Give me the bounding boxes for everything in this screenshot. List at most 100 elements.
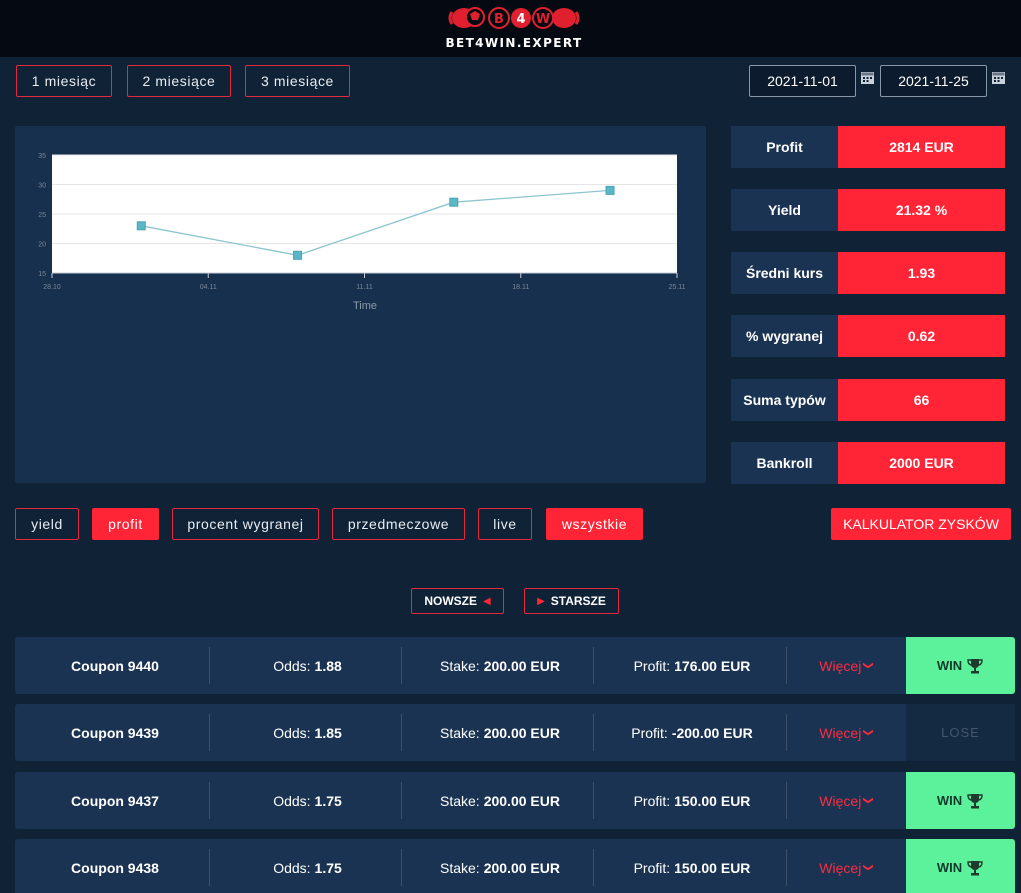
date-to-input[interactable]: 2021-11-25	[880, 65, 987, 97]
column-divider	[786, 782, 787, 819]
x-tick-label: 18.11	[512, 284, 529, 291]
filter-procent-wygranej-button[interactable]: procent wygranej	[172, 508, 319, 540]
column-divider	[401, 647, 402, 684]
more-link[interactable]: Więcej ❯	[786, 839, 906, 893]
chevron-down-icon: ❯	[863, 796, 875, 805]
profit-label: Profit:	[633, 859, 671, 876]
stat-value: 1.93	[838, 252, 1005, 294]
logo-letter-w: W	[536, 12, 550, 27]
profit-label: Profit:	[633, 792, 671, 809]
x-tick-label: 25.11	[669, 284, 686, 291]
coupon-stake: Stake: 200.00 EUR	[400, 839, 600, 893]
x-tick-label: 11.11	[356, 284, 373, 291]
coupon-status: WIN	[906, 637, 1015, 694]
period-3-months-button[interactable]: 3 miesiące	[245, 65, 350, 97]
stake-label: Stake:	[440, 859, 480, 876]
stat-label: Yield	[731, 189, 838, 231]
older-label: STARSZE	[550, 594, 606, 608]
filter-przedmeczowe-button[interactable]: przedmeczowe	[332, 508, 465, 540]
data-point[interactable]	[449, 197, 459, 207]
trophy-icon	[967, 658, 983, 673]
calendar-icon[interactable]	[861, 71, 874, 84]
stat-label: Bankroll	[731, 442, 838, 484]
coupon-name: Coupon 9437	[71, 792, 159, 809]
coupon-name: Coupon 9440	[71, 657, 159, 674]
stake-label: Stake:	[440, 792, 480, 809]
column-divider	[209, 647, 210, 684]
logo-emblem-icon: B 4 W	[448, 7, 580, 29]
filter-profit-button[interactable]: profit	[92, 508, 159, 540]
x-axis-label: Time	[353, 300, 377, 312]
status-label: LOSE	[941, 725, 980, 740]
odds-value: 1.75	[314, 792, 342, 809]
period-1-month-button[interactable]: 1 miesiąc	[16, 65, 112, 97]
column-divider	[401, 782, 402, 819]
more-label: Więcej	[819, 724, 862, 741]
older-button[interactable]: ▶ STARSZE	[524, 588, 619, 614]
y-tick-label: 30	[38, 183, 46, 190]
site-logo[interactable]: B 4 W BET4WIN.EXPERT	[444, 4, 584, 52]
coupon-status: WIN	[906, 839, 1015, 893]
coupon-odds: Odds: 1.88	[215, 637, 400, 694]
newer-label: NOWSZE	[424, 594, 477, 608]
coupon-row[interactable]: Coupon 9440 Odds: 1.88 Stake: 200.00 EUR Prof…	[15, 637, 1015, 694]
date-from-input[interactable]: 2021-11-01	[749, 65, 856, 97]
profit-chart-panel: 15 20 25 30 35 28.10 04.11 11.11 18.11 25.11 Tim…	[15, 126, 706, 483]
column-divider	[593, 782, 594, 819]
column-divider	[593, 714, 594, 751]
stake-value: 200.00 EUR	[483, 657, 560, 674]
filter-live-button[interactable]: live	[478, 508, 532, 540]
stake-value: 200.00 EUR	[483, 724, 560, 741]
odds-value: 1.75	[314, 859, 342, 876]
coupon-profit: Profit: 150.00 EUR	[592, 772, 792, 829]
column-divider	[593, 849, 594, 886]
data-point[interactable]	[136, 221, 146, 231]
coupon-name: Coupon 9438	[71, 859, 159, 876]
newer-button[interactable]: NOWSZE ◀	[411, 588, 504, 614]
stake-label: Stake:	[440, 657, 480, 674]
stat-label: Profit	[731, 126, 838, 168]
more-link[interactable]: Więcej ❯	[786, 772, 906, 829]
data-point[interactable]	[293, 250, 303, 260]
odds-label: Odds:	[273, 859, 311, 876]
column-divider	[786, 849, 787, 886]
coupon-row[interactable]: Coupon 9437 Odds: 1.75 Stake: 200.00 EUR Prof…	[15, 772, 1015, 829]
coupon-odds: Odds: 1.85	[215, 704, 400, 761]
coupon-odds: Odds: 1.75	[215, 772, 400, 829]
status-label: WIN	[936, 658, 963, 673]
column-divider	[209, 714, 210, 751]
stat-label: % wygranej	[731, 315, 838, 357]
data-point[interactable]	[605, 185, 615, 195]
coupon-profit: Profit: 150.00 EUR	[592, 839, 792, 893]
coupon-row[interactable]: Coupon 9439 Odds: 1.85 Stake: 200.00 EUR Prof…	[15, 704, 1015, 761]
period-2-months-button[interactable]: 2 miesiące	[127, 65, 231, 97]
filter-wszystkie-button[interactable]: wszystkie	[546, 508, 643, 540]
more-label: Więcej	[819, 657, 862, 674]
coupon-stake: Stake: 200.00 EUR	[400, 637, 600, 694]
stat-label: Średni kurs	[731, 252, 838, 294]
coupon-row[interactable]: Coupon 9438 Odds: 1.75 Stake: 200.00 EUR Prof…	[15, 839, 1015, 893]
profit-line-chart: 15 20 25 30 35 28.10 04.11 11.11 18.11 25.11 Tim…	[38, 153, 686, 312]
coupon-status: WIN	[906, 772, 1015, 829]
odds-value: 1.88	[314, 657, 342, 674]
more-label: Więcej	[819, 859, 862, 876]
logo-letter-b: B	[494, 12, 504, 27]
profit-calculator-button[interactable]: KALKULATOR ZYSKÓW	[831, 508, 1011, 540]
stat-value: 0.62	[838, 315, 1005, 357]
chevron-down-icon: ❯	[863, 661, 875, 670]
stake-label: Stake:	[440, 724, 480, 741]
y-tick-label: 20	[38, 242, 46, 249]
column-divider	[209, 849, 210, 886]
more-link[interactable]: Więcej ❯	[786, 704, 906, 761]
coupon-odds: Odds: 1.75	[215, 839, 400, 893]
x-tick-label: 28.10	[43, 284, 61, 291]
stake-value: 200.00 EUR	[483, 792, 560, 809]
chevron-down-icon: ❯	[863, 728, 875, 737]
more-link[interactable]: Więcej ❯	[786, 637, 906, 694]
profit-value: 150.00 EUR	[674, 859, 751, 876]
trophy-icon	[967, 860, 983, 875]
status-label: WIN	[936, 793, 963, 808]
calendar-icon[interactable]	[992, 71, 1005, 84]
x-tick-label: 04.11	[200, 284, 217, 291]
filter-yield-button[interactable]: yield	[15, 508, 79, 540]
